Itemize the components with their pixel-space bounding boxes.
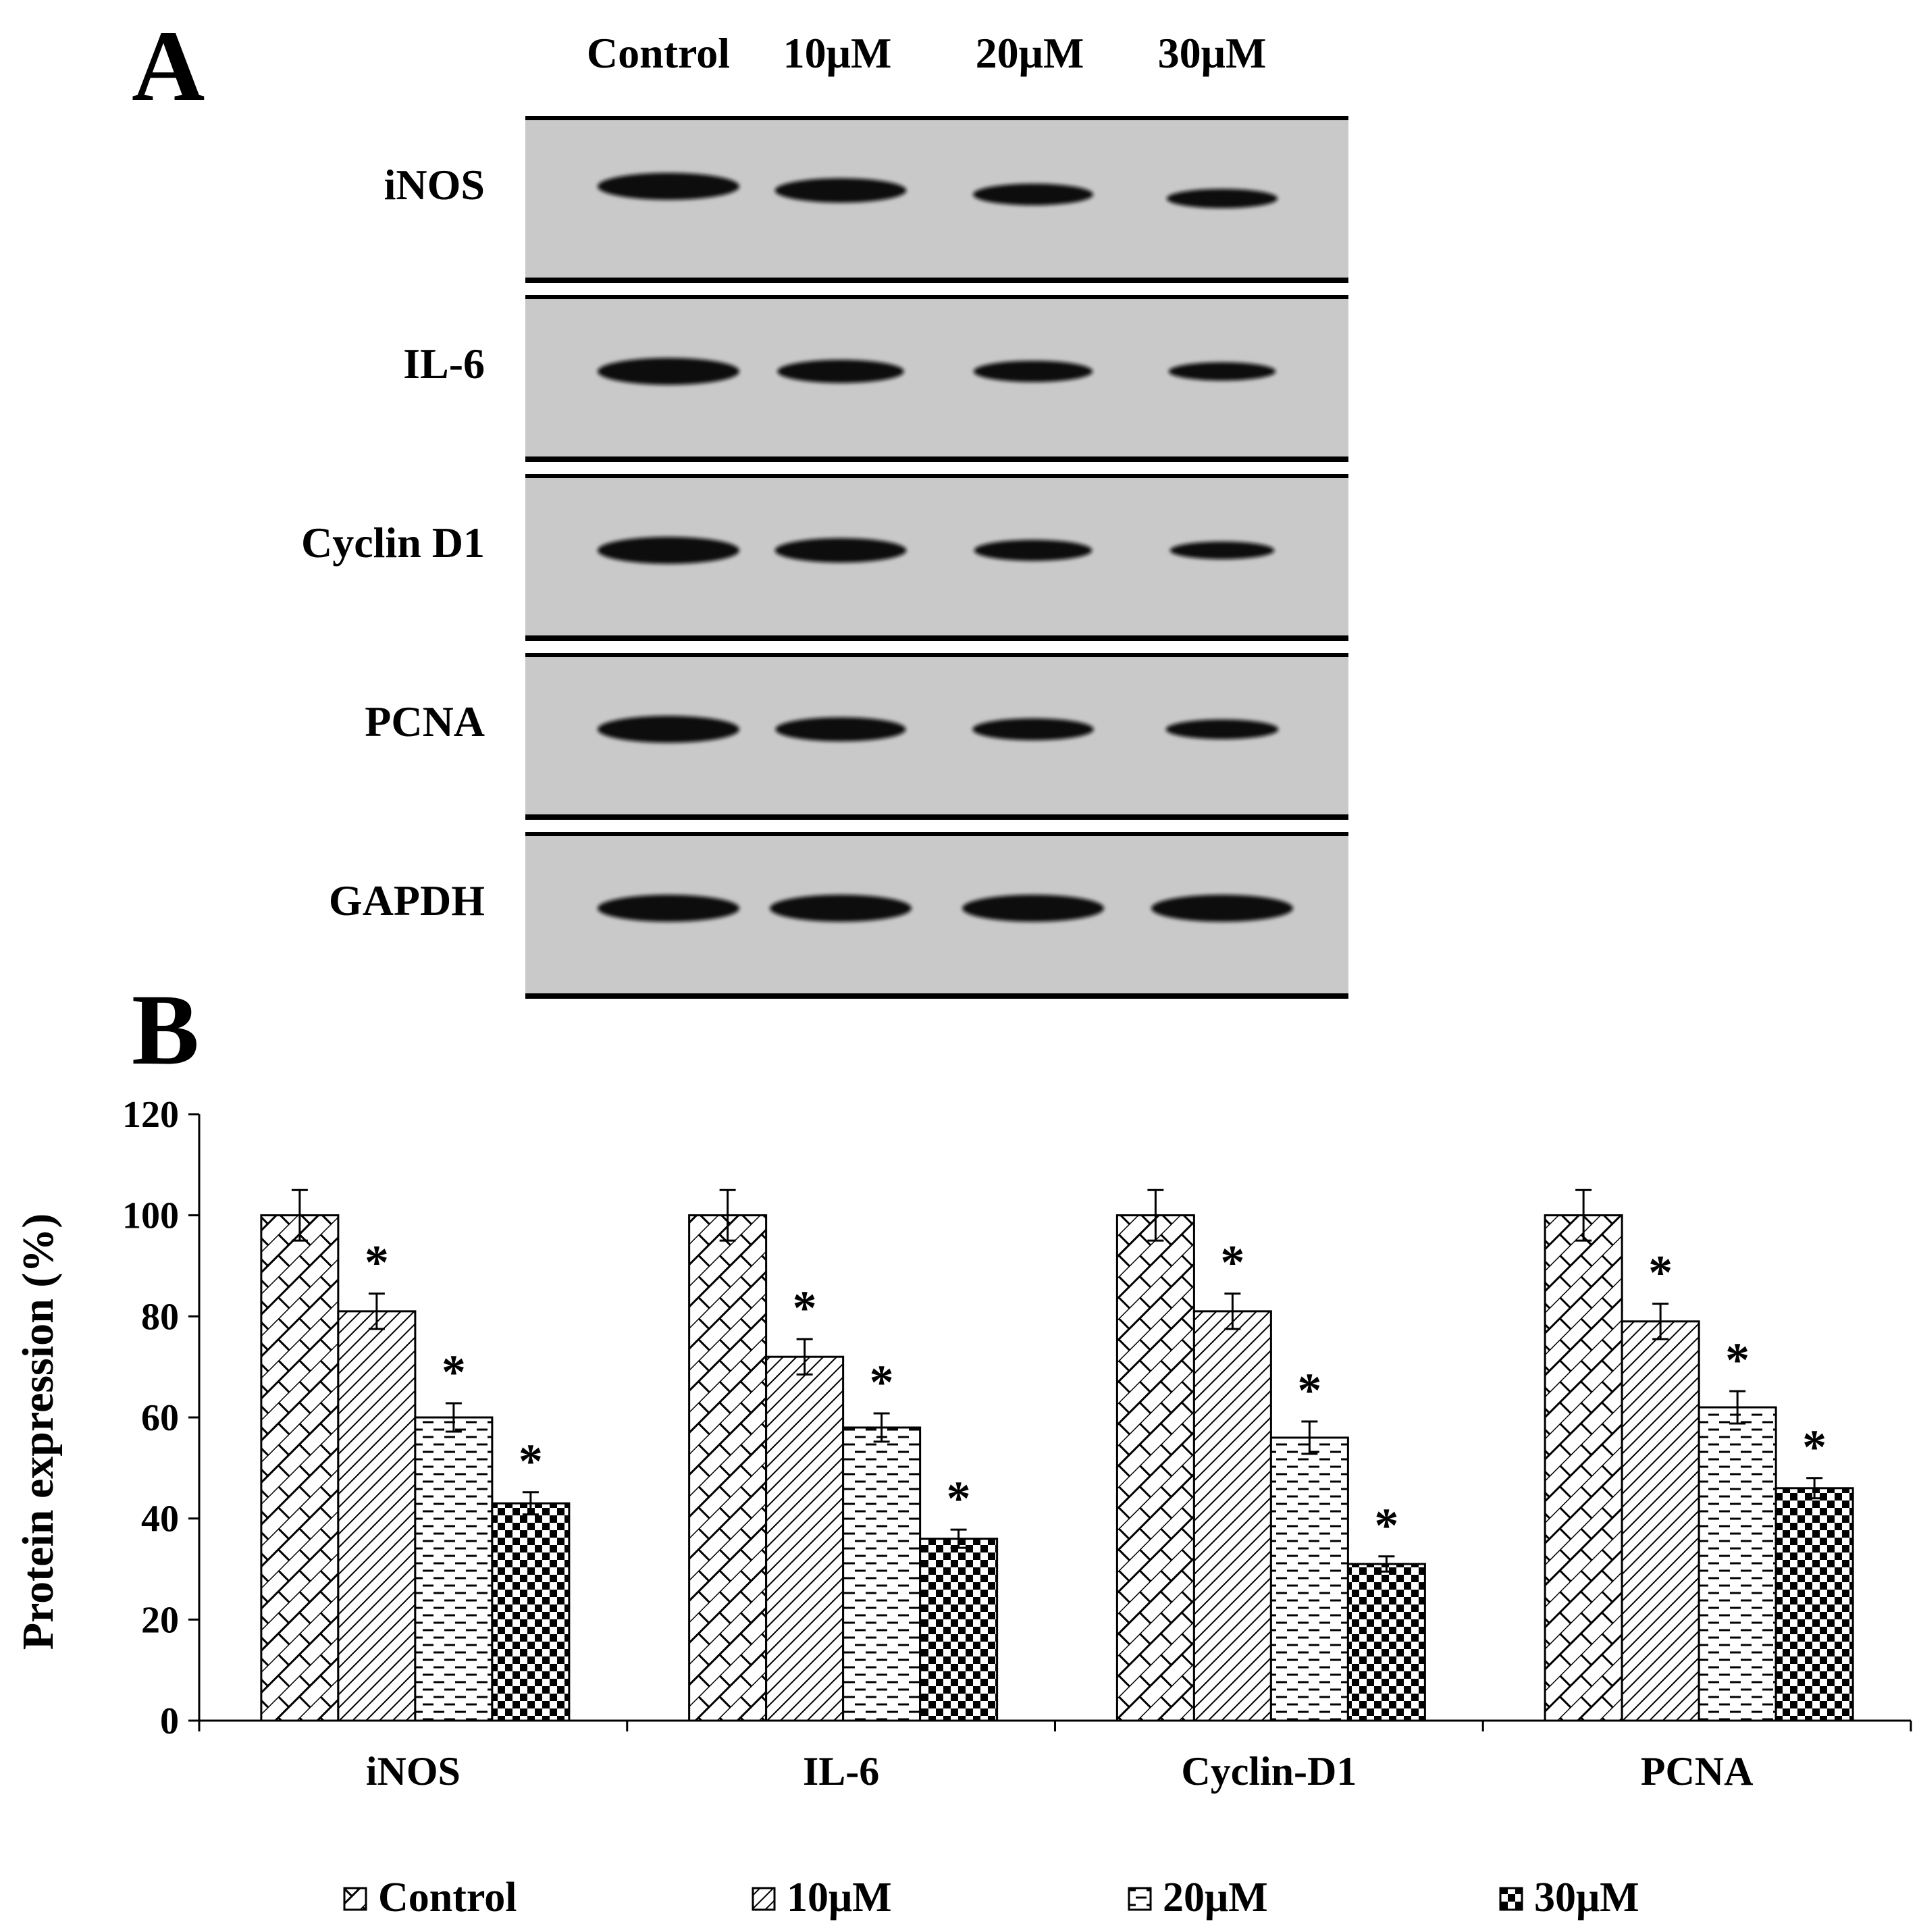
y-tick-label: 20	[141, 1599, 179, 1641]
y-tick-label: 40	[141, 1498, 179, 1540]
legend-label: 30μM	[1534, 1875, 1639, 1921]
legend-swatch	[752, 1887, 776, 1911]
significance-star: *	[947, 1471, 971, 1525]
band-cyclin-d1-20um	[974, 540, 1093, 561]
band-il-6-20um	[973, 361, 1093, 382]
band-pcna-30um	[1165, 719, 1279, 739]
significance-star: *	[442, 1345, 466, 1399]
bar-il-6-20um	[842, 1426, 922, 1722]
bar-pcna-control	[1544, 1214, 1623, 1722]
band-gapdh-control	[598, 895, 739, 922]
band-cyclin-d1-10um	[774, 538, 907, 563]
lane-label-20um: 20μM	[976, 29, 1084, 77]
bar-pcna-30um	[1775, 1487, 1854, 1722]
significance-star: *	[1220, 1236, 1244, 1290]
significance-star: *	[1297, 1363, 1321, 1417]
bar-il-6-10um	[765, 1355, 845, 1722]
blot-row-label: GAPDH	[329, 877, 485, 924]
legend-item-10um: 10μM	[752, 1875, 892, 1921]
band-inos-control	[598, 173, 739, 200]
significance-star: *	[519, 1434, 543, 1488]
bar-il-6-30um	[919, 1538, 999, 1722]
legend-item-30um: 30μM	[1499, 1875, 1639, 1921]
bar-inos-30um	[491, 1502, 571, 1722]
band-gapdh-30um	[1151, 895, 1293, 922]
blot-row-label: PCNA	[365, 698, 485, 746]
error-bars-group	[291, 1189, 1823, 1573]
panel-b-letter: B	[132, 974, 199, 1086]
legend: Control 10μM 20μM 30μM	[343, 1875, 1639, 1921]
significance-marks-group: * * * * * * * * * * * *	[365, 1236, 1826, 1552]
bar-pcna-10um	[1621, 1320, 1700, 1722]
blot-row-inos: iNOS	[384, 116, 1348, 283]
legend-label: 20μM	[1163, 1875, 1268, 1921]
band-cyclin-d1-30um	[1169, 541, 1275, 560]
significance-star: *	[1374, 1498, 1398, 1552]
bar-inos-20um	[414, 1416, 494, 1722]
legend-label: Control	[378, 1875, 517, 1921]
western-blot-panel: Control 10μM 20μM 30μM iNOS IL-6 Cyclin D1 PCNA…	[301, 29, 1348, 999]
band-il-6-control	[598, 358, 739, 385]
band-pcna-control	[598, 716, 739, 743]
lane-label-30um: 30μM	[1158, 29, 1267, 77]
y-tick-label: 100	[122, 1195, 179, 1237]
band-inos-30um	[1166, 188, 1278, 209]
bar-cyclin-d1-20um	[1269, 1436, 1349, 1722]
legend-swatch	[1128, 1887, 1152, 1911]
blot-row-label: iNOS	[384, 161, 485, 209]
blot-row-pcna: PCNA	[365, 653, 1348, 820]
legend-item-20um: 20μM	[1128, 1875, 1268, 1921]
significance-star: *	[1725, 1333, 1750, 1387]
y-tick-label: 120	[122, 1094, 179, 1136]
significance-star: *	[365, 1236, 389, 1290]
bar-pcna-20um	[1698, 1406, 1777, 1722]
y-axis: 0 20 40 60 80 100 120	[122, 1094, 201, 1742]
y-tick-label: 60	[141, 1397, 179, 1439]
x-axis: iNOS IL-6 Cyclin-D1 PCNA	[198, 1719, 1912, 1794]
significance-star: *	[1802, 1420, 1826, 1474]
band-gapdh-10um	[770, 895, 912, 922]
band-cyclin-d1-control	[598, 537, 739, 564]
bar-inos-10um	[337, 1310, 417, 1722]
y-tick-label: 80	[141, 1296, 179, 1338]
y-axis-title: Protein expression (%)	[14, 1213, 63, 1650]
blot-row-cyclin-d1: Cyclin D1	[301, 474, 1348, 641]
bar-il-6-control	[688, 1214, 768, 1722]
significance-star: *	[1648, 1246, 1673, 1300]
x-category-label: IL-6	[803, 1749, 879, 1794]
blot-row-label: IL-6	[403, 340, 485, 388]
bar-series-group	[260, 1214, 1854, 1722]
lane-label-10um: 10μM	[783, 29, 892, 77]
legend-swatch	[1499, 1887, 1523, 1911]
band-pcna-20um	[972, 718, 1094, 741]
bar-cyclin-d1-control	[1115, 1214, 1195, 1722]
panel-a-letter: A	[132, 10, 205, 122]
bar-inos-control	[260, 1214, 340, 1722]
significance-star: *	[870, 1355, 894, 1409]
legend-swatch	[343, 1887, 367, 1911]
band-inos-20um	[973, 184, 1093, 205]
significance-star: *	[793, 1281, 817, 1335]
bar-cyclin-d1-10um	[1192, 1310, 1272, 1722]
band-inos-10um	[774, 178, 907, 203]
x-category-label: iNOS	[366, 1749, 461, 1794]
blot-row-gapdh: GAPDH	[329, 832, 1348, 999]
x-category-label: PCNA	[1641, 1749, 1754, 1794]
legend-item-control: Control	[343, 1875, 517, 1921]
legend-label: 10μM	[787, 1875, 892, 1921]
x-category-label: Cyclin-D1	[1181, 1749, 1357, 1794]
band-il-6-10um	[777, 359, 904, 384]
band-il-6-30um	[1168, 362, 1276, 381]
lane-label-control: Control	[587, 29, 730, 77]
band-pcna-10um	[775, 717, 906, 741]
band-gapdh-20um	[962, 895, 1104, 922]
blot-row-il-6: IL-6	[403, 295, 1348, 462]
y-tick-label: 0	[160, 1700, 179, 1742]
bar-cyclin-d1-30um	[1346, 1563, 1426, 1722]
blot-row-label: Cyclin D1	[301, 519, 485, 567]
